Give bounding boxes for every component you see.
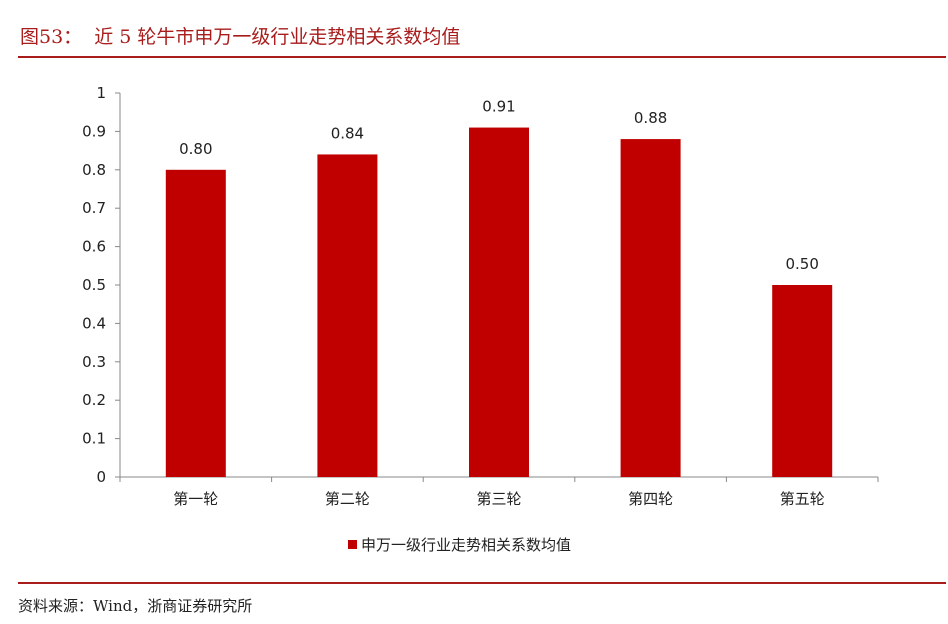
x-tick-label: 第二轮 <box>325 490 370 508</box>
y-tick-label: 0.9 <box>82 122 106 140</box>
x-tick-label: 第五轮 <box>780 490 825 508</box>
figure-title: 图53： 近 5 轮牛市申万一级行业走势相关系数均值 <box>20 26 461 48</box>
y-tick-label: 1 <box>96 84 106 102</box>
x-tick-label: 第三轮 <box>476 490 521 508</box>
legend-label: 申万一级行业走势相关系数均值 <box>361 536 572 554</box>
data-label: 0.84 <box>331 124 364 142</box>
source-note: 资料来源：Wind，浙商证券研究所 <box>18 597 253 615</box>
data-label: 0.50 <box>785 255 818 273</box>
bar <box>620 139 681 477</box>
top-divider <box>18 56 946 58</box>
y-tick-label: 0.4 <box>82 314 106 332</box>
x-tick-label: 第一轮 <box>173 490 218 508</box>
y-tick-label: 0.7 <box>82 199 106 217</box>
y-tick-label: 0.5 <box>82 276 106 294</box>
bar <box>469 127 529 477</box>
y-tick-label: 0.2 <box>82 391 106 409</box>
bar <box>317 154 378 477</box>
x-tick-label: 第四轮 <box>628 490 673 508</box>
data-label: 0.88 <box>634 109 667 127</box>
bar <box>165 169 226 478</box>
y-tick-label: 0.3 <box>82 353 106 371</box>
y-tick-label: 0.1 <box>82 430 106 448</box>
y-tick-label: 0 <box>96 468 106 486</box>
legend-swatch <box>348 540 357 549</box>
data-label: 0.91 <box>482 98 515 116</box>
y-tick-label: 0.8 <box>82 161 106 179</box>
y-tick-label: 0.6 <box>82 238 106 256</box>
data-label: 0.80 <box>179 140 212 158</box>
legend: 申万一级行业走势相关系数均值 <box>348 534 571 555</box>
bottom-divider <box>18 582 946 584</box>
bar <box>772 285 833 477</box>
